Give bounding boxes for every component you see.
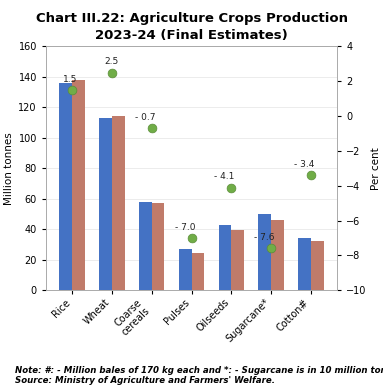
Bar: [179, 249, 192, 290]
Bar: [298, 238, 311, 290]
Text: 2.5: 2.5: [105, 57, 119, 67]
Text: - 7.6: - 7.6: [254, 233, 274, 242]
Text: Note: #: - Million bales of 170 kg each and *: - Sugarcane is in 10 million tonn: Note: #: - Million bales of 170 kg each …: [15, 366, 383, 375]
Text: - 3.4: - 3.4: [294, 160, 314, 169]
Text: - 0.7: - 0.7: [136, 113, 156, 122]
Text: - 4.1: - 4.1: [214, 172, 234, 182]
Point: [188, 235, 195, 241]
Text: Source: Ministry of Agriculture and Farmers' Welfare.: Source: Ministry of Agriculture and Farm…: [15, 376, 275, 385]
Bar: [219, 225, 231, 290]
Point: [149, 125, 155, 132]
Bar: [231, 230, 244, 290]
Bar: [99, 118, 112, 290]
Point: [69, 87, 75, 93]
Bar: [192, 253, 204, 290]
Bar: [72, 80, 85, 290]
Bar: [112, 116, 124, 290]
Bar: [139, 202, 152, 290]
Bar: [59, 83, 72, 290]
Bar: [311, 241, 324, 290]
Text: 1.5: 1.5: [63, 75, 77, 84]
Bar: [259, 214, 271, 290]
Point: [268, 245, 274, 252]
Point: [109, 70, 115, 76]
Y-axis label: Per cent: Per cent: [371, 147, 381, 190]
Text: - 7.0: - 7.0: [175, 223, 196, 232]
Bar: [152, 203, 164, 290]
Title: Chart III.22: Agriculture Crops Production
2023-24 (Final Estimates): Chart III.22: Agriculture Crops Producti…: [36, 12, 347, 43]
Point: [228, 185, 234, 191]
Y-axis label: Million tonnes: Million tonnes: [4, 132, 14, 205]
Bar: [271, 220, 284, 290]
Point: [308, 172, 314, 178]
